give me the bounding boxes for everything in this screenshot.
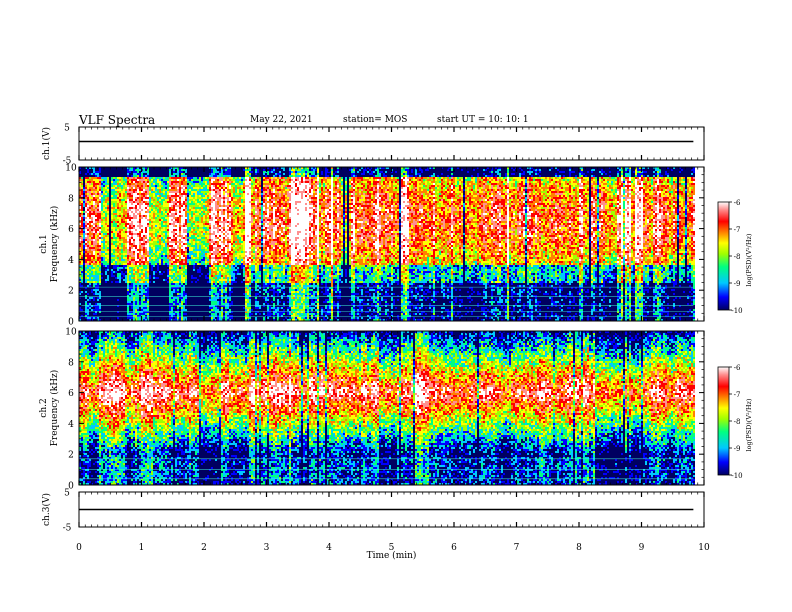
ch1-spectrogram-image [79,167,695,321]
ch1-spectrogram-ylabel-freq: Frequency (kHz) [49,206,60,283]
ch1-colorbar [718,202,729,310]
ch1-colorbar-tick-label: -7 [734,226,741,234]
ch2-colorbar-tick-label: -6 [734,364,741,372]
xtick-label: 3 [264,543,270,553]
ch1-colorbar-tick-label: -10 [731,307,742,315]
ch2-colorbar-tick-label: -8 [734,418,741,426]
ch3-ytick-label: 5 [64,489,70,499]
xtick-label: 1 [139,543,145,553]
ch1-ytick-label: 2 [68,287,74,297]
ch2-colorbar-tick-label: -10 [731,472,742,480]
ch2-ytick-label: 4 [68,420,74,430]
ch3-ytick-label: -5 [63,524,72,534]
xtick-label: 7 [514,543,520,553]
ch1-ytick-label: 10 [65,164,77,174]
ch2-ytick-label: 6 [68,389,74,399]
xtick-label: 2 [201,543,207,553]
ch2-ytick-label: 10 [65,328,77,338]
xtick-label: 10 [698,543,710,553]
ch1-ytick-label: 5 [64,124,70,134]
ch2-ytick-label: 8 [68,358,74,368]
x-axis-title: Time (min) [367,550,417,561]
ch1-colorbar-tick-label: -8 [734,253,741,261]
xtick-label: 4 [326,543,332,553]
ch2-colorbar-tick-label: -7 [734,391,741,399]
ch2-spectrogram-image [79,331,695,485]
ch2-colorbar-label: log(PSD)(V²/Hz) [745,398,753,451]
ch1-ytick-label: 8 [68,194,74,204]
ch1-colorbar-tick-label: -6 [734,199,741,207]
ch2-colorbar [718,367,729,475]
xtick-label: 0 [76,543,82,553]
xtick-label: 6 [451,543,457,553]
ch1-ytick-label: 6 [68,225,74,235]
xtick-label: 9 [639,543,645,553]
ch2-colorbar-tick-label: -9 [734,445,741,453]
ch3-waveform-ylabel: ch.3(V) [41,493,52,526]
ch2-spectrogram-ylabel-channel: ch.2 [39,398,49,417]
ch1-spectrogram-ylabel-channel: ch.1 [39,234,49,253]
ch1-colorbar-label: log(PSD)(V²/Hz) [745,233,753,286]
ch1-ytick-label: 4 [68,256,74,266]
ch2-ytick-label: 2 [68,451,74,461]
xtick-label: 8 [576,543,582,553]
vlf-spectra-figure: 5-5024681002468105-5ch.1(V)ch.3(V)ch.1 Fr… [0,0,792,612]
ch1-colorbar-tick-label: -9 [734,280,741,288]
ch1-waveform-ylabel: ch.1(V) [41,127,52,160]
ch2-spectrogram-ylabel-freq: Frequency (kHz) [49,370,60,447]
ch1-ytick-label: 0 [68,318,74,328]
